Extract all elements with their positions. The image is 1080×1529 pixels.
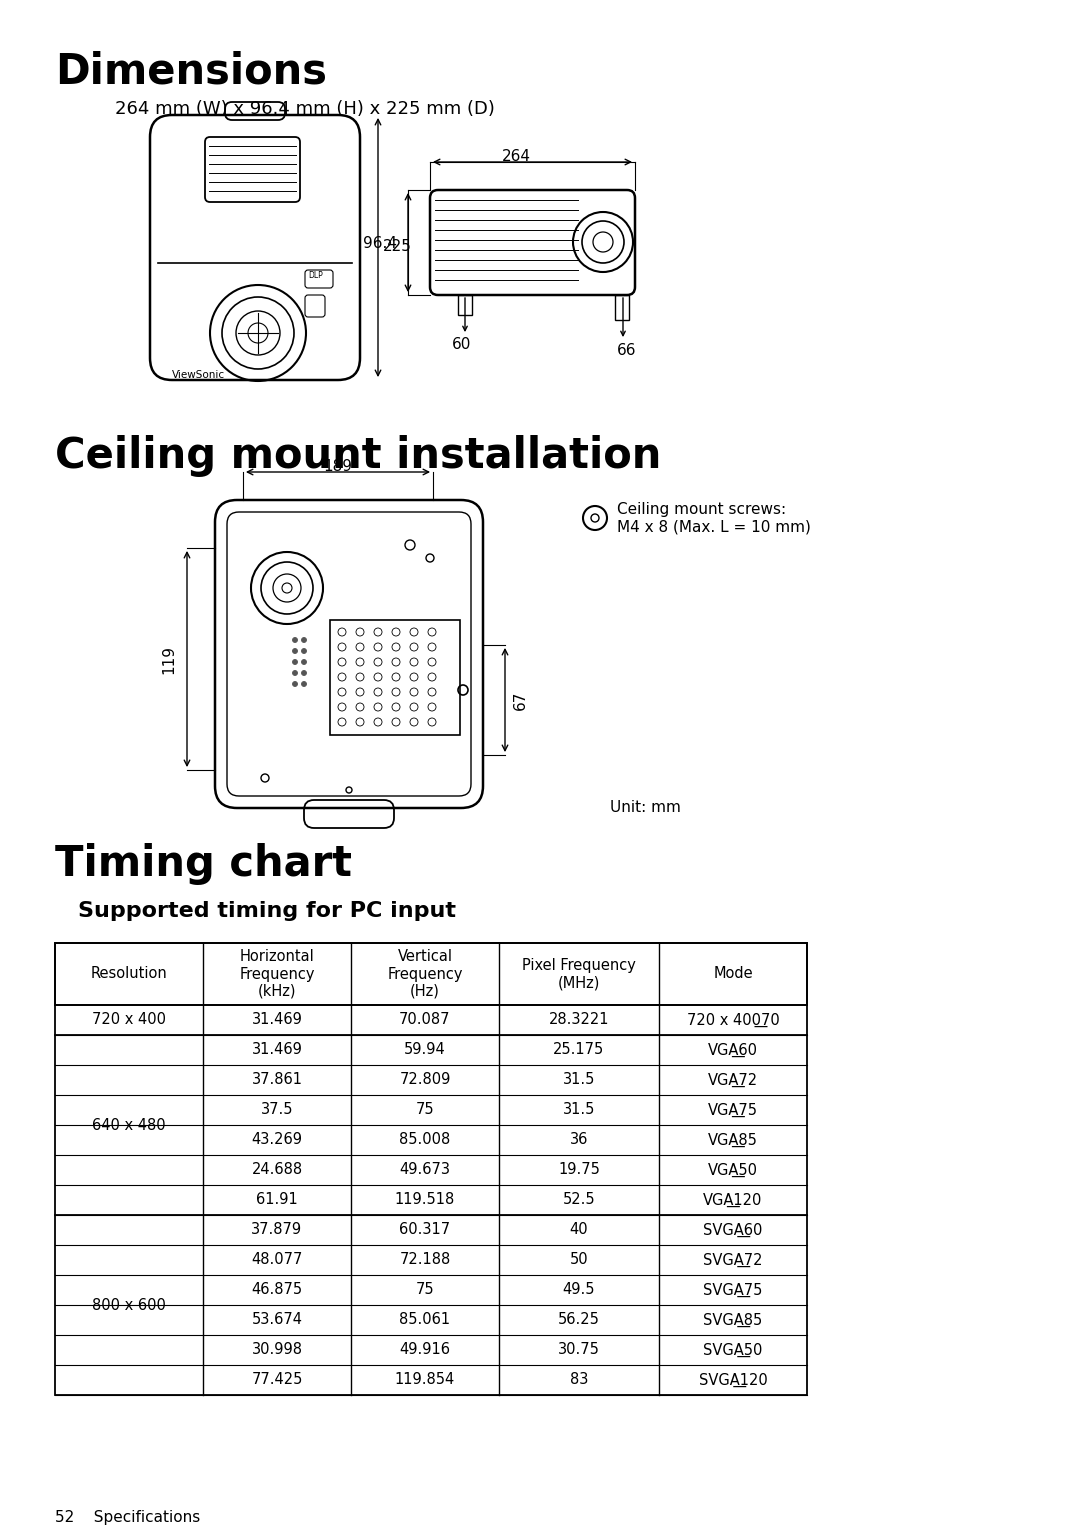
- Text: VGA͟60: VGA͟60: [708, 1043, 758, 1058]
- Text: 264 mm (W) x 96.4 mm (H) x 225 mm (D): 264 mm (W) x 96.4 mm (H) x 225 mm (D): [114, 99, 495, 118]
- Text: 119.518: 119.518: [395, 1193, 455, 1208]
- Text: 56.25: 56.25: [558, 1312, 599, 1327]
- Text: Supported timing for PC input: Supported timing for PC input: [78, 901, 456, 920]
- Text: 49.673: 49.673: [400, 1162, 450, 1177]
- Text: 31.469: 31.469: [252, 1012, 302, 1027]
- Text: Unit: mm: Unit: mm: [610, 800, 680, 815]
- Text: 37.5: 37.5: [260, 1102, 294, 1118]
- Text: 40: 40: [569, 1223, 589, 1237]
- Bar: [615, 295, 629, 320]
- Text: Horizontal
Frequency
(kHz): Horizontal Frequency (kHz): [240, 950, 314, 998]
- Text: 189: 189: [324, 459, 352, 474]
- Text: 37.861: 37.861: [252, 1072, 302, 1087]
- Text: VGA͟75: VGA͟75: [708, 1102, 758, 1118]
- Text: 85.061: 85.061: [400, 1312, 450, 1327]
- Text: 59.94: 59.94: [404, 1043, 446, 1058]
- Circle shape: [293, 638, 297, 642]
- Text: 119: 119: [162, 645, 176, 673]
- Bar: [55, 943, 807, 1005]
- Text: 264: 264: [502, 148, 531, 164]
- Bar: [55, 943, 807, 1394]
- Text: 49.916: 49.916: [400, 1342, 450, 1358]
- Text: 66: 66: [617, 342, 636, 358]
- Text: Dimensions: Dimensions: [55, 50, 327, 92]
- Text: Mode: Mode: [713, 966, 753, 982]
- Text: SVGA͟75: SVGA͟75: [703, 1283, 762, 1298]
- Text: 46.875: 46.875: [252, 1283, 302, 1298]
- Text: VGA͟120: VGA͟120: [703, 1193, 762, 1208]
- Text: 61.91: 61.91: [256, 1193, 298, 1208]
- Text: 85.008: 85.008: [400, 1133, 450, 1147]
- Text: SVGA͟50: SVGA͟50: [703, 1342, 762, 1358]
- Text: 31.469: 31.469: [252, 1043, 302, 1058]
- Text: 43.269: 43.269: [252, 1133, 302, 1147]
- Text: 83: 83: [570, 1373, 589, 1387]
- Text: 77.425: 77.425: [252, 1373, 302, 1387]
- Text: 30.75: 30.75: [558, 1342, 599, 1358]
- Text: 720 x 400͟70: 720 x 400͟70: [687, 1012, 780, 1027]
- Text: 30.998: 30.998: [252, 1342, 302, 1358]
- Text: 53.674: 53.674: [252, 1312, 302, 1327]
- Circle shape: [301, 638, 307, 642]
- Circle shape: [293, 682, 297, 687]
- Text: 28.3221: 28.3221: [549, 1012, 609, 1027]
- Text: 50: 50: [569, 1252, 589, 1268]
- Text: 75: 75: [416, 1102, 434, 1118]
- Text: 24.688: 24.688: [252, 1162, 302, 1177]
- Text: 96.4: 96.4: [363, 235, 397, 251]
- Text: SVGA͟72: SVGA͟72: [703, 1252, 762, 1268]
- Text: 800 x 600: 800 x 600: [92, 1298, 166, 1312]
- Text: Timing chart: Timing chart: [55, 842, 352, 885]
- Text: 49.5: 49.5: [563, 1283, 595, 1298]
- Text: SVGA͟120: SVGA͟120: [699, 1373, 768, 1387]
- Text: 48.077: 48.077: [252, 1252, 302, 1268]
- Circle shape: [293, 671, 297, 676]
- Text: 225: 225: [383, 239, 411, 254]
- Circle shape: [293, 659, 297, 665]
- Text: Ceiling mount screws:
M4 x 8 (Max. L = 10 mm): Ceiling mount screws: M4 x 8 (Max. L = 1…: [617, 502, 811, 534]
- Text: VGA͟72: VGA͟72: [707, 1072, 758, 1087]
- Text: 67: 67: [513, 690, 527, 709]
- Text: VGA͟50: VGA͟50: [708, 1162, 758, 1177]
- Text: 19.75: 19.75: [558, 1162, 599, 1177]
- Text: 119.854: 119.854: [395, 1373, 455, 1387]
- Circle shape: [301, 671, 307, 676]
- Text: 52    Specifications: 52 Specifications: [55, 1511, 200, 1524]
- Text: 70.087: 70.087: [400, 1012, 450, 1027]
- Circle shape: [301, 659, 307, 665]
- Text: 25.175: 25.175: [553, 1043, 605, 1058]
- Text: Vertical
Frequency
(Hz): Vertical Frequency (Hz): [388, 950, 462, 998]
- Text: DLP: DLP: [308, 271, 323, 280]
- Bar: [330, 619, 460, 735]
- Circle shape: [301, 682, 307, 687]
- Circle shape: [301, 648, 307, 653]
- Text: 52.5: 52.5: [563, 1193, 595, 1208]
- Text: 31.5: 31.5: [563, 1072, 595, 1087]
- Text: SVGA͟85: SVGA͟85: [703, 1312, 762, 1327]
- Text: SVGA͟60: SVGA͟60: [703, 1223, 762, 1237]
- Text: 72.188: 72.188: [400, 1252, 450, 1268]
- Bar: [458, 295, 472, 315]
- Text: VGA͟85: VGA͟85: [708, 1133, 758, 1147]
- Text: Pixel Frequency
(MHz): Pixel Frequency (MHz): [522, 957, 636, 991]
- Text: 720 x 400: 720 x 400: [92, 1012, 166, 1027]
- Text: 36: 36: [570, 1133, 589, 1147]
- Text: 640 x 480: 640 x 480: [92, 1118, 166, 1133]
- Text: 72.809: 72.809: [400, 1072, 450, 1087]
- Text: Ceiling mount installation: Ceiling mount installation: [55, 434, 661, 477]
- Text: 37.879: 37.879: [252, 1223, 302, 1237]
- Text: Resolution: Resolution: [91, 966, 167, 982]
- Text: 31.5: 31.5: [563, 1102, 595, 1118]
- Text: 75: 75: [416, 1283, 434, 1298]
- Text: 60: 60: [453, 336, 471, 352]
- Text: ViewSonic: ViewSonic: [172, 370, 225, 381]
- Circle shape: [293, 648, 297, 653]
- Text: 60.317: 60.317: [400, 1223, 450, 1237]
